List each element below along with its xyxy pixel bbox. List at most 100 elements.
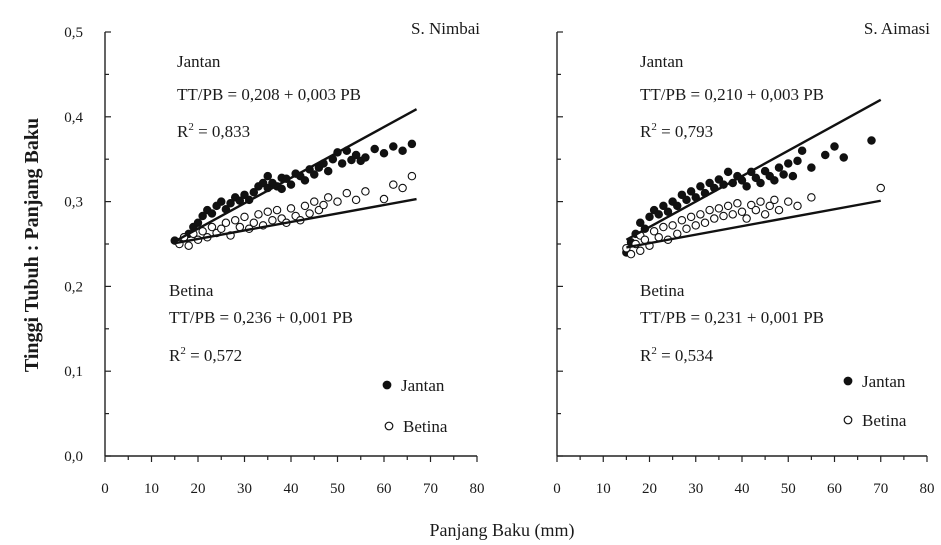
data-point-jantan xyxy=(323,166,333,176)
data-point-betina xyxy=(876,183,885,193)
data-point-betina xyxy=(635,246,645,256)
data-point-jantan xyxy=(756,178,765,188)
x-tick-label: 0 xyxy=(101,481,109,497)
data-point-jantan xyxy=(830,142,839,151)
legend-marker-betina xyxy=(843,415,853,425)
data-point-jantan xyxy=(347,155,356,165)
data-point-jantan xyxy=(686,187,696,196)
y-tick-label: 0,4 xyxy=(64,110,83,126)
legend-marker-betina xyxy=(384,421,394,431)
data-point-betina xyxy=(723,201,733,211)
data-point-jantan xyxy=(407,139,417,149)
data-point-betina xyxy=(691,221,700,230)
data-point-betina xyxy=(700,218,710,228)
data-point-jantan xyxy=(654,210,663,219)
data-point-betina xyxy=(323,193,333,202)
data-point-betina xyxy=(705,205,714,215)
data-point-jantan xyxy=(714,175,724,184)
data-point-betina xyxy=(682,224,691,233)
r-value: = 0,833 xyxy=(194,122,250,141)
data-point-betina xyxy=(342,188,352,198)
x-tick-label: 80 xyxy=(920,481,935,497)
data-point-betina xyxy=(733,199,742,208)
data-point-jantan xyxy=(807,163,816,172)
data-point-jantan xyxy=(217,197,226,206)
data-point-betina xyxy=(263,207,272,217)
data-point-betina xyxy=(626,249,636,259)
data-point-betina xyxy=(217,224,226,233)
x-tick-label: 50 xyxy=(330,481,345,497)
data-point-jantan xyxy=(249,188,259,197)
y-axis-label: Tinggi Tubuh : Panjang Baku xyxy=(21,118,43,372)
y-tick-label: 0,2 xyxy=(64,279,83,295)
data-point-betina xyxy=(305,209,314,218)
data-point-betina xyxy=(240,212,249,222)
data-point-betina xyxy=(686,212,696,222)
data-point-jantan xyxy=(361,153,370,162)
panel-s-nimbai: S. Nimbai Jantan TT/PB = 0,208 + 0,003 P… xyxy=(64,19,484,497)
data-point-jantan xyxy=(300,176,310,185)
r-exponent: 2 xyxy=(651,121,657,133)
panel-title: S. Aimasi xyxy=(864,19,930,38)
legend: Jantan Betina xyxy=(843,372,907,430)
data-point-jantan xyxy=(677,190,687,200)
data-point-betina xyxy=(389,180,398,189)
data-point-betina xyxy=(760,210,770,219)
betina-r-squared: R2 = 0,534 xyxy=(640,345,714,365)
legend-label-betina: Betina xyxy=(862,411,907,430)
panel-s-aimasi: S. Aimasi Jantan TT/PB = 0,210 + 0,003 P… xyxy=(553,19,934,497)
data-point-betina xyxy=(765,201,774,211)
data-point-jantan xyxy=(240,190,249,200)
data-point-betina xyxy=(696,210,705,219)
data-point-jantan xyxy=(309,170,319,179)
data-point-jantan xyxy=(742,182,751,191)
x-tick-label: 50 xyxy=(781,481,796,497)
r-exponent: 2 xyxy=(188,121,194,133)
data-point-jantan xyxy=(226,199,235,208)
legend-label-jantan: Jantan xyxy=(401,376,445,395)
x-tick-label: 40 xyxy=(284,481,299,497)
data-point-jantan xyxy=(793,156,802,166)
data-point-betina xyxy=(333,197,342,206)
x-tick-label: 0 xyxy=(553,481,561,497)
data-point-betina xyxy=(319,200,328,210)
data-point-jantan xyxy=(235,196,245,206)
data-point-betina xyxy=(756,197,765,206)
data-point-betina xyxy=(807,193,816,202)
r-letter: R xyxy=(177,122,189,141)
data-point-jantan xyxy=(379,149,389,158)
legend-label-jantan: Jantan xyxy=(862,372,906,391)
data-point-betina xyxy=(737,207,747,217)
x-tick-label: 40 xyxy=(735,481,750,497)
betina-label: Betina xyxy=(169,281,214,300)
jantan-r-squared: R2 = 0,833 xyxy=(177,121,250,141)
fit-line-betina xyxy=(626,199,881,249)
legend: Jantan Betina xyxy=(382,376,448,436)
r-value: = 0,534 xyxy=(657,346,714,365)
x-tick-label: 30 xyxy=(688,481,703,497)
r-letter: R xyxy=(169,346,181,365)
data-point-jantan xyxy=(839,153,848,162)
data-point-jantan xyxy=(705,178,714,188)
data-point-betina xyxy=(677,216,687,225)
fit-line-jantan xyxy=(174,108,418,243)
x-tick-label: 30 xyxy=(237,481,252,497)
data-point-jantan xyxy=(682,195,691,205)
data-point-jantan xyxy=(351,150,361,160)
legend-label-betina: Betina xyxy=(403,417,448,436)
data-point-jantan xyxy=(867,136,876,145)
data-point-betina xyxy=(207,222,217,232)
data-point-jantan xyxy=(263,171,272,181)
fit-line-betina xyxy=(174,197,417,245)
betina-label: Betina xyxy=(640,281,685,300)
data-point-jantan xyxy=(788,171,798,181)
data-point-jantan xyxy=(277,184,286,194)
data-point-jantan xyxy=(645,212,654,222)
jantan-label: Jantan xyxy=(177,52,221,71)
legend-marker-jantan xyxy=(843,376,853,386)
x-tick-label: 80 xyxy=(470,481,485,497)
panel-title: S. Nimbai xyxy=(411,19,480,38)
x-tick-label: 70 xyxy=(423,481,438,497)
x-tick-label: 70 xyxy=(873,481,888,497)
